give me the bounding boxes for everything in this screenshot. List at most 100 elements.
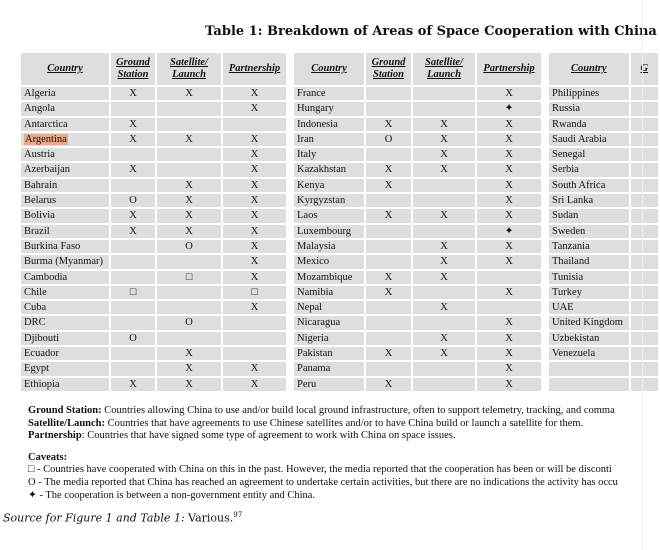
partnership-cell: X xyxy=(477,117,541,131)
ground-cell xyxy=(366,362,411,376)
country-cell: Kyrgyzstan xyxy=(294,194,364,208)
ground-cell xyxy=(366,102,411,116)
country-cell: Cuba xyxy=(21,301,109,315)
partnership-cell: X xyxy=(477,255,541,269)
country-cell: Sweden xyxy=(549,224,629,238)
ground-cell xyxy=(111,239,155,254)
country-cell: Laos xyxy=(294,209,364,223)
partial-cell xyxy=(630,87,658,101)
satellite-cell: □ xyxy=(157,270,221,284)
partial-cell xyxy=(630,331,658,346)
partial-cell xyxy=(630,178,658,193)
satellite-cell xyxy=(157,285,221,300)
country-cell: Mozambique xyxy=(294,270,364,284)
satellite-cell: X xyxy=(157,377,221,391)
country-name: Antarctica xyxy=(24,118,68,130)
partnership-cell: X xyxy=(477,331,541,346)
satellite-cell xyxy=(157,117,221,131)
country-name: Indonesia xyxy=(297,118,338,130)
country-cell: Italy xyxy=(294,148,364,162)
country-name: Panama xyxy=(297,363,331,375)
satellite-cell xyxy=(413,285,475,300)
country-cell: Sudan xyxy=(549,209,629,223)
header-partnership: Partnership xyxy=(223,53,286,85)
country-name: France xyxy=(297,88,326,99)
country-name: Nigeria xyxy=(297,332,329,344)
country-cell: Turkey xyxy=(549,285,629,300)
satellite-cell: X xyxy=(157,87,221,101)
country-name: Russia xyxy=(552,103,581,115)
ground-cell xyxy=(366,301,411,315)
country-cell: Azerbaijan xyxy=(21,163,109,177)
partnership-cell: X xyxy=(223,102,286,116)
partnership-cell: X xyxy=(223,239,286,254)
partnership-cell: X xyxy=(477,347,541,361)
country-name: Uzbekistan xyxy=(552,332,600,344)
table-row xyxy=(549,362,658,376)
satellite-cell xyxy=(413,377,475,391)
partial-cell xyxy=(630,362,658,376)
satellite-cell xyxy=(157,255,221,269)
country-name: Angola xyxy=(24,103,55,115)
country-name: United Kingdom xyxy=(552,317,623,329)
country-name: Hungary xyxy=(297,103,334,115)
satellite-cell: X xyxy=(157,132,221,147)
country-name: Philippines xyxy=(552,88,600,99)
partnership-cell xyxy=(223,316,286,330)
table-row: Saudi Arabia xyxy=(549,132,658,147)
country-name: Djibouti xyxy=(24,332,60,344)
country-name: Saudi Arabia xyxy=(552,133,607,145)
country-cell: Namibia xyxy=(294,285,364,300)
partnership-cell: X xyxy=(223,194,286,208)
partnership-cell: X xyxy=(223,224,286,238)
country-cell: Antarctica xyxy=(21,117,109,131)
satellite-cell xyxy=(413,87,475,101)
satellite-cell xyxy=(157,102,221,116)
table-row: Malaysia X X xyxy=(294,239,541,254)
partnership-cell: X xyxy=(477,285,541,300)
ground-cell xyxy=(111,178,155,193)
table-row: Venezuela xyxy=(549,347,658,361)
satellite-cell: X xyxy=(413,148,475,162)
cooperation-table-2: Country Ground Station Satellite/Launch P… xyxy=(292,51,543,393)
table-row: Ecuador X xyxy=(21,347,286,361)
ground-cell xyxy=(366,331,411,346)
country-cell: Nicaragua xyxy=(294,316,364,330)
satellite-cell: O xyxy=(157,239,221,254)
satellite-cell: X xyxy=(413,239,475,254)
satellite-cell: X xyxy=(157,362,221,376)
country-name: Burkina Faso xyxy=(24,240,81,252)
satellite-cell: X xyxy=(413,270,475,284)
satellite-cell: X xyxy=(157,224,221,238)
table-row: Chile □ □ xyxy=(21,285,286,300)
country-cell: Russia xyxy=(549,102,629,116)
table-row: Italy X X xyxy=(294,148,541,162)
table-row: Pakistan X X X xyxy=(294,347,541,361)
partnership-cell xyxy=(477,301,541,315)
table-row: Nepal X xyxy=(294,301,541,315)
partnership-cell: X xyxy=(223,148,286,162)
country-name: Pakistan xyxy=(297,348,333,360)
partnership-cell: X xyxy=(477,316,541,330)
table-row: Russia xyxy=(549,102,658,116)
satellite-cell: X xyxy=(413,132,475,147)
table-row: Nigeria X X xyxy=(294,331,541,346)
partial-cell xyxy=(630,209,658,223)
header-country: Country xyxy=(294,53,364,85)
country-cell: Austria xyxy=(21,148,109,162)
ground-cell: X xyxy=(366,285,411,300)
source-note: Source for Figure 1 and Table 1: Various… xyxy=(3,511,243,525)
table-title: Table 1: Breakdown of Areas of Space Coo… xyxy=(205,24,657,39)
satellite-cell: X xyxy=(157,178,221,193)
partnership-cell: X xyxy=(477,163,541,177)
ground-cell: O xyxy=(111,331,155,346)
table-row: Indonesia X X X xyxy=(294,117,541,131)
table-row: Serbia xyxy=(549,163,658,177)
table-row: Uzbekistan xyxy=(549,331,658,346)
partial-cell xyxy=(630,301,658,315)
ground-cell xyxy=(111,270,155,284)
table-row: Burma (Myanmar) X xyxy=(21,255,286,269)
table-row: Mozambique X X xyxy=(294,270,541,284)
country-name: Cambodia xyxy=(24,271,68,283)
ground-cell: O xyxy=(366,132,411,147)
